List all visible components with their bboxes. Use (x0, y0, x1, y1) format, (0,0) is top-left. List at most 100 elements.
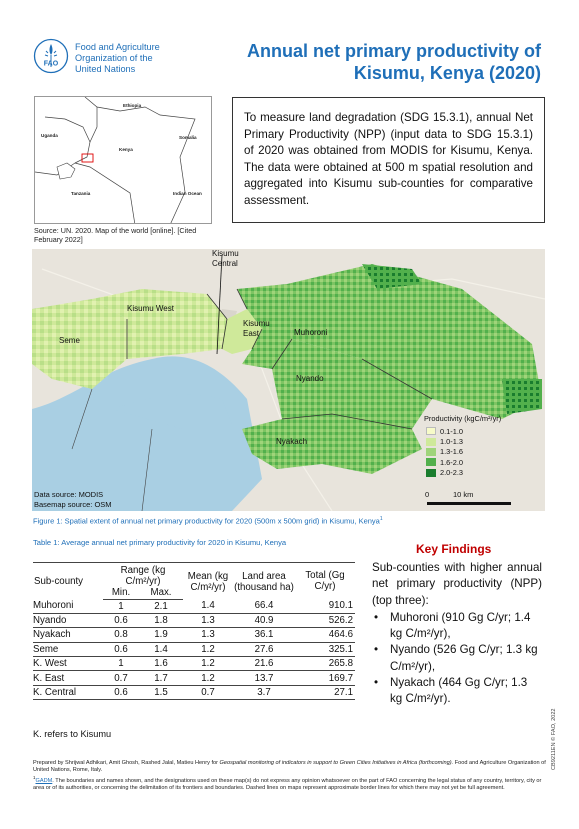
cell-total: 265.8 (295, 656, 355, 672)
cell-total: 464.6 (295, 627, 355, 643)
scale-line (427, 502, 511, 505)
bullet-icon: • (374, 676, 379, 690)
list-item: • Nyakach (464 Gg C/yr; 1.3 kg C/m²/yr). (372, 675, 542, 708)
list-item: • Muhoroni (910 Gg C/yr; 1.4 kg C/m²/yr), (372, 610, 542, 643)
cell-min: 0.6 (103, 685, 139, 701)
legend-item: 2.0-2.3 (424, 468, 501, 478)
footer-prepared: Prepared by Shrijwal Adhikari, Amit Ghos… (33, 760, 549, 774)
map-label-kisumu-west: Kisumu West (127, 304, 174, 313)
map-label-kenya: Kenya (119, 147, 133, 152)
cell-min: 0.7 (103, 670, 139, 686)
cell-name: K. East (33, 670, 103, 686)
title-line: Annual net primary productivity of (246, 41, 541, 61)
data-source: Data source: MODIS (34, 490, 104, 499)
map-label-nyakach: Nyakach (276, 437, 308, 446)
bullet-icon: • (374, 610, 379, 624)
npp-map: Kisumu Central Kisumu West Seme Kisumu E… (32, 249, 545, 511)
cell-area: 36.1 (233, 627, 295, 643)
legend-swatch (426, 458, 436, 467)
finding-text: Nyakach (464 Gg C/yr; 1.3 kg C/m²/yr). (390, 676, 528, 706)
map-label-kisumu-east: Kisumu East (243, 319, 270, 338)
cell-total: 27.1 (295, 685, 355, 701)
location-map: Ethiopia Uganda Somalia Kenya Tanzania I… (34, 96, 212, 224)
table-row: K. East 0.7 1.7 1.2 13.7 169.7 (33, 670, 355, 686)
subcounty-nyando (272, 339, 432, 429)
org-line: United Nations (75, 64, 136, 74)
cell-name: Nyando (33, 613, 103, 629)
cell-area: 21.6 (233, 656, 295, 672)
npp-map-graphic (32, 249, 545, 511)
gadm-link[interactable]: GADM (35, 778, 53, 785)
cell-mean: 1.3 (183, 627, 233, 643)
cell-max: 1.4 (139, 642, 183, 658)
cell-name: Nyakach (33, 627, 103, 643)
legend-label: 1.6-2.0 (440, 457, 464, 467)
document-code: CB9211EN © FAO, 2022 (551, 708, 557, 770)
header-range: Range (kg C/m²/yr) (103, 562, 183, 587)
prepared-title: Geospatial monitoring of indicators in s… (219, 760, 454, 766)
title-line: Kisumu, Kenya (2020) (353, 63, 541, 83)
table-caption: Table 1: Average annual net primary prod… (33, 538, 287, 547)
table-row: Nyando 0.6 1.8 1.3 40.9 526.2 (33, 613, 355, 629)
legend-label: 1.0-1.3 (440, 437, 464, 447)
finding-text: Muhoroni (910 Gg C/yr; 1.4 kg C/m²/yr), (390, 610, 531, 641)
cell-area: 27.6 (233, 642, 295, 658)
cell-mean: 1.2 (183, 670, 233, 686)
subcounty-muhoroni (287, 264, 542, 419)
cell-min: 0.8 (103, 627, 139, 643)
cell-name: K. West (33, 656, 103, 672)
legend-item: 0.1-1.0 (424, 426, 501, 436)
prepared-end: Food and Agriculture Organization of Uni… (33, 760, 546, 774)
disclaimer-sup: 1 (33, 775, 36, 781)
map-sources: Data source: MODIS Basemap source: OSM (34, 490, 112, 509)
map-label-somalia: Somalia (179, 135, 197, 140)
key-findings: Sub-counties with higher annual net prim… (372, 560, 542, 708)
header-subcounty: Sub-county (33, 562, 103, 599)
cell-min: 1 (103, 599, 139, 614)
figure-caption-text: Figure 1: Spatial extent of annual net p… (33, 516, 380, 526)
cell-max: 2.1 (139, 599, 183, 614)
lake-victoria (32, 356, 262, 511)
footer-disclaimer: 1GADM. The boundaries and names shown, a… (33, 774, 549, 792)
map-label-uganda: Uganda (41, 133, 58, 138)
cell-min: 0.6 (103, 642, 139, 658)
cell-name: K. Central (33, 685, 103, 701)
map-label-tanzania: Tanzania (71, 191, 91, 196)
key-findings-list: • Muhoroni (910 Gg C/yr; 1.4 kg C/m²/yr),… (372, 610, 542, 708)
cell-name: Seme (33, 642, 103, 658)
legend-swatch (426, 468, 436, 477)
subcounty-kisumu-central (222, 309, 262, 354)
npp-table: Sub-county Range (kg C/m²/yr) Mean (kg C… (33, 562, 355, 701)
legend-label: 1.3-1.6 (440, 447, 464, 457)
disclaimer-text: . The boundaries and names shown, and th… (33, 778, 542, 792)
key-findings-title: Key Findings (416, 542, 492, 556)
legend-swatch (426, 447, 436, 456)
header-area: Land area (thousand ha) (233, 562, 295, 599)
cell-max: 1.8 (139, 613, 183, 629)
figure-caption: Figure 1: Spatial extent of annual net p… (33, 516, 383, 526)
fao-logo: FAO (33, 38, 69, 74)
table-row: Nyakach 0.8 1.9 1.3 36.1 464.6 (33, 627, 355, 643)
productivity-legend: Productivity (kgC/m²/yr) 0.1-1.0 1.0-1.3… (424, 414, 501, 478)
cell-max: 1.7 (139, 670, 183, 686)
cell-min: 0.6 (103, 613, 139, 629)
location-map-graphic (35, 97, 211, 223)
scale-label: 10 km (453, 490, 474, 499)
header-total: Total (Gg C/yr) (295, 562, 355, 599)
scale-bar: 0 10 km (425, 482, 513, 506)
scale-zero: 0 (425, 490, 430, 499)
cell-mean: 1.2 (183, 656, 233, 672)
subcounty-nyakach (242, 414, 422, 474)
legend-item: 1.3-1.6 (424, 447, 501, 457)
location-map-source: Source: UN. 2020. Map of the world [onli… (34, 226, 197, 244)
map-label-muhoroni: Muhoroni (294, 328, 328, 337)
map-label-indian-ocean: Indian Ocean (173, 191, 202, 196)
org-line: Food and Agriculture (75, 42, 160, 52)
cell-area: 3.7 (233, 685, 295, 701)
intro-text: To measure land degradation (SDG 15.3.1)… (232, 97, 545, 223)
cell-area: 66.4 (233, 599, 295, 614)
subcounty-kisumu-west (92, 289, 227, 359)
legend-label: 0.1-1.0 (440, 426, 464, 436)
list-item: • Nyando (526 Gg C/yr; 1.3 kg C/m²/yr), (372, 642, 542, 675)
cell-mean: 0.7 (183, 685, 233, 701)
